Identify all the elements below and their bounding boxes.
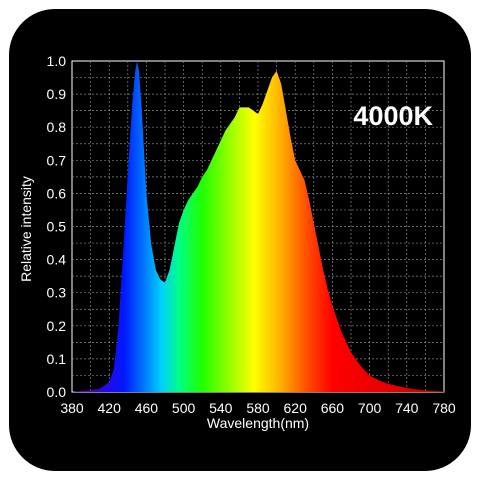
y-axis-label: Relative intensity [18, 176, 34, 282]
y-tick-label: 0.4 [47, 252, 67, 268]
y-tick-label: 0.7 [47, 152, 67, 168]
y-tick-label: 0.8 [47, 119, 67, 135]
x-tick-label: 620 [284, 400, 308, 416]
x-tick-label: 740 [395, 400, 419, 416]
x-tick-label: 540 [209, 400, 233, 416]
x-tick-label: 500 [172, 400, 196, 416]
x-tick-label: 460 [135, 400, 159, 416]
x-tick-label: 700 [358, 400, 382, 416]
plot-area [72, 61, 444, 392]
x-axis-label: Wavelength(nm) [207, 415, 309, 431]
y-tick-label: 0.2 [47, 318, 67, 334]
y-tick-label: 1.0 [47, 53, 67, 69]
y-tick-label: 0.5 [47, 219, 67, 235]
x-tick-label: 420 [98, 400, 122, 416]
y-tick-label: 0.6 [47, 185, 67, 201]
x-tick-label: 380 [60, 400, 84, 416]
y-tick-label: 0.3 [47, 285, 67, 301]
y-tick-label: 0.9 [47, 86, 67, 102]
x-tick-label: 660 [321, 400, 345, 416]
x-tick-label: 580 [246, 400, 270, 416]
spectrum-area [72, 61, 444, 392]
x-tick-label: 780 [432, 400, 456, 416]
y-tick-label: 0.1 [47, 351, 67, 367]
x-tick-labels: 380 420 460 500 540 580 620 660 700 740 780 [60, 400, 456, 416]
cct-label: 4000K [353, 101, 433, 131]
y-tick-label: 0.0 [47, 384, 67, 400]
y-tick-labels: 0.0 0.1 0.2 0.3 0.4 0.5 0.6 0.7 0.8 0.9 1.0 [47, 53, 67, 400]
